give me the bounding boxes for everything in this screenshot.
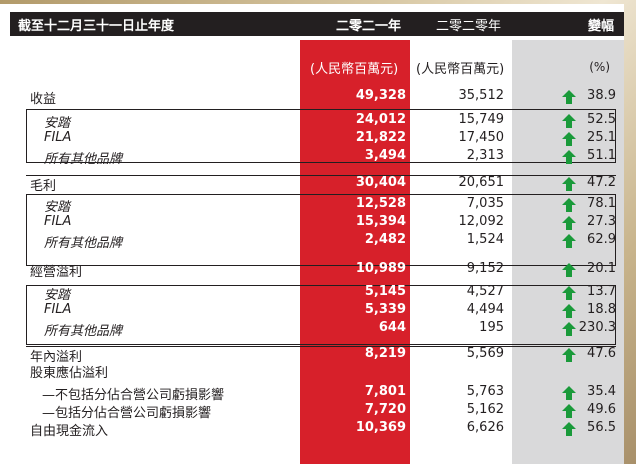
row-label: —包括分佔合營公司虧損影響 <box>42 406 212 421</box>
value-2021: 10,989 <box>355 261 406 276</box>
change-percent: 47.6 <box>587 346 616 361</box>
row-label: 安踏 <box>44 116 71 131</box>
header-title: 截至十二月三十一日止年度 <box>18 19 175 34</box>
table-row: 股東應佔溢利 <box>30 362 624 381</box>
row-label: 收益 <box>30 92 57 107</box>
value-2021: 5,145 <box>364 284 406 299</box>
change-percent: 18.8 <box>587 302 616 317</box>
value-2020: 195 <box>479 320 504 335</box>
table-row: 所有其他品牌 3,494 2,313 51.1 <box>30 148 624 167</box>
financial-summary-sheet: 截至十二月三十一日止年度 二零二一年 二零二零年 變幅 (人民幣百萬元) (人民… <box>0 4 624 464</box>
value-2020: 4,494 <box>466 302 504 317</box>
value-2020: 2,313 <box>466 148 504 163</box>
change-percent: 38.9 <box>587 88 616 103</box>
change-percent: 230.3 <box>578 320 616 335</box>
table-row: 毛利 30,404 20,651 47.2 <box>30 175 624 194</box>
value-2021: 5,339 <box>364 302 406 317</box>
change-percent: 47.2 <box>587 175 616 190</box>
table-row: 收益 49,328 35,512 38.9 <box>30 88 624 107</box>
value-2021: 49,328 <box>355 88 406 103</box>
row-label: FILA <box>44 130 72 145</box>
change-percent: 27.3 <box>587 214 616 229</box>
value-2021: 644 <box>378 320 406 335</box>
table-row: 經營溢利 10,989 9,152 20.1 <box>30 261 624 280</box>
row-label: FILA <box>44 302 72 317</box>
table-row: 安踏 24,012 15,749 52.5 <box>30 112 624 131</box>
table-row: 所有其他品牌 2,482 1,524 62.9 <box>30 232 624 251</box>
change-percent: 78.1 <box>587 196 616 211</box>
row-label: 經營溢利 <box>30 265 83 280</box>
row-label: 所有其他品牌 <box>44 236 123 251</box>
value-2020: 7,035 <box>466 196 504 211</box>
value-2020: 1,524 <box>466 232 504 247</box>
value-2020: 17,450 <box>458 130 505 145</box>
operating-profit-breakdown-box <box>26 285 616 345</box>
value-2020: 15,749 <box>458 112 505 127</box>
change-percent: 62.9 <box>587 232 616 247</box>
value-2020: 4,527 <box>466 284 504 299</box>
value-2020: 9,152 <box>466 261 504 276</box>
row-label: 安踏 <box>44 200 71 215</box>
change-percent: 13.7 <box>587 284 616 299</box>
table-row: 所有其他品牌 644 195 230.3 <box>30 320 624 339</box>
value-2021: 21,822 <box>355 130 406 145</box>
table-row: 安踏 5,145 4,527 13.7 <box>30 284 624 303</box>
change-percent: 52.5 <box>587 112 616 127</box>
header-2021: 二零二一年 <box>336 19 402 34</box>
value-2021: 7,720 <box>364 402 406 417</box>
value-2020: 5,569 <box>466 346 504 361</box>
table-row: 自由現金流入 10,369 6,626 56.5 <box>30 420 624 439</box>
table-row: FILA 5,339 4,494 18.8 <box>30 302 624 320</box>
revenue-breakdown-box <box>26 109 616 163</box>
value-2020: 5,162 <box>466 402 504 417</box>
value-2021: 30,404 <box>355 175 406 190</box>
separator-line <box>26 175 616 176</box>
change-percent: 56.5 <box>587 420 616 435</box>
value-2020: 12,092 <box>458 214 505 229</box>
value-2020: 35,512 <box>458 88 505 103</box>
row-label: 股東應佔溢利 <box>30 366 109 381</box>
change-percent: 35.4 <box>587 384 616 399</box>
change-percent: 49.6 <box>587 402 616 417</box>
value-2021: 15,394 <box>355 214 406 229</box>
value-2021: 24,012 <box>355 112 406 127</box>
column-2021-highlight <box>300 40 410 464</box>
table-row: 安踏 12,528 7,035 78.1 <box>30 196 624 215</box>
table-row: FILA 21,822 17,450 25.1 <box>30 130 624 148</box>
change-percent: 20.1 <box>587 261 616 276</box>
table-header: 截至十二月三十一日止年度 二零二一年 二零二零年 變幅 <box>10 12 624 36</box>
header-2020: 二零二零年 <box>436 19 502 34</box>
header-change: 變幅 <box>588 19 615 34</box>
unit-2020: (人民幣百萬元) <box>416 62 505 77</box>
value-2021: 12,528 <box>355 196 406 211</box>
value-2020: 5,763 <box>466 384 504 399</box>
value-2020: 20,651 <box>458 175 505 190</box>
change-percent: 51.1 <box>587 148 616 163</box>
unit-change: (%) <box>589 60 610 74</box>
row-label: FILA <box>44 214 72 229</box>
row-label: 安踏 <box>44 288 71 303</box>
unit-2021: (人民幣百萬元) <box>310 62 399 77</box>
value-2020: 6,626 <box>466 420 504 435</box>
row-label: —不包括分佔合營公司虧損影響 <box>42 388 225 403</box>
change-percent: 25.1 <box>587 130 616 145</box>
table-row: FILA 15,394 12,092 27.3 <box>30 214 624 232</box>
value-2021: 3,494 <box>364 148 406 163</box>
row-label: 年內溢利 <box>30 350 83 365</box>
gross-profit-breakdown-box <box>26 194 616 266</box>
row-label: 所有其他品牌 <box>44 152 123 167</box>
table-row: —不包括分佔合營公司虧損影響 7,801 5,763 35.4 <box>30 384 624 403</box>
separator-line <box>26 346 616 347</box>
row-label: 毛利 <box>30 179 57 194</box>
value-2021: 7,801 <box>364 384 406 399</box>
value-2021: 2,482 <box>364 232 406 247</box>
value-2021: 10,369 <box>355 420 406 435</box>
value-2021: 8,219 <box>364 346 406 361</box>
table-row: —包括分佔合營公司虧損影響 7,720 5,162 49.6 <box>30 402 624 421</box>
row-label: 所有其他品牌 <box>44 324 123 339</box>
row-label: 自由現金流入 <box>30 424 109 439</box>
table-row: 年內溢利 8,219 5,569 47.6 <box>30 346 624 365</box>
